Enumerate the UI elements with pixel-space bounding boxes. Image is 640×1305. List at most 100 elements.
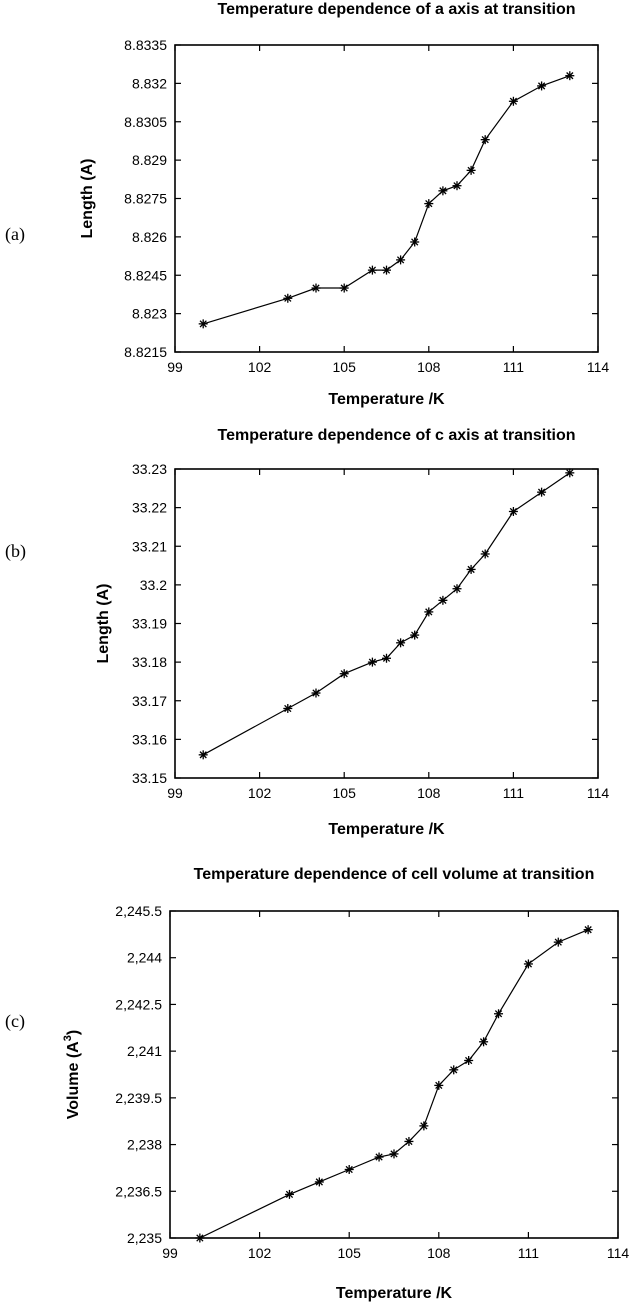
plot-frame <box>174 44 599 353</box>
y-tick-label: 2,241 <box>127 1043 162 1059</box>
y-tick-label: 8.832 <box>132 75 167 91</box>
data-point <box>283 293 293 303</box>
data-point <box>479 1037 489 1047</box>
data-point <box>367 265 377 275</box>
y-tick-label: 8.826 <box>132 229 167 245</box>
x-tick-label: 111 <box>503 359 524 375</box>
x-axis-label: Temperature /K <box>336 1285 453 1302</box>
y-tick-label: 8.8215 <box>124 344 167 360</box>
y-tick-label: 33.16 <box>132 731 167 747</box>
x-tick-label: 99 <box>167 785 183 801</box>
data-point <box>537 81 547 91</box>
data-point <box>410 630 420 640</box>
data-point <box>565 71 575 81</box>
data-point <box>537 487 547 497</box>
data-point <box>389 1149 399 1159</box>
x-tick-label: 108 <box>417 785 441 801</box>
data-point <box>494 1009 504 1019</box>
data-point <box>382 653 391 663</box>
data-point <box>438 186 448 196</box>
chart-title: Temperature dependence of cell volume at… <box>194 866 595 883</box>
data-point <box>449 1065 459 1075</box>
y-tick-label: 8.8335 <box>124 37 167 53</box>
x-tick-label: 102 <box>248 785 272 801</box>
data-point <box>583 925 593 935</box>
chart-title: Temperature dependence of c axis at tran… <box>217 427 575 444</box>
data-point <box>565 468 575 478</box>
plot-frame <box>169 910 619 1239</box>
y-tick-label: 8.823 <box>132 306 167 322</box>
data-point <box>404 1136 414 1146</box>
data-point <box>438 595 448 605</box>
chart-title: Temperature dependence of a axis at tran… <box>217 1 575 18</box>
data-point <box>284 1189 294 1199</box>
chart-panel-2: Temperature dependence of c axis at tran… <box>5 427 609 838</box>
x-axis-label: Temperature /K <box>328 391 445 408</box>
data-point <box>339 283 349 293</box>
y-axis-label-superscript: 3 <box>62 1035 74 1041</box>
y-tick-label: 2,244 <box>127 950 162 966</box>
y-axis-label: Volume (A3) <box>62 1030 82 1119</box>
y-tick-label: 33.18 <box>132 654 167 670</box>
series-line <box>202 472 571 756</box>
data-point <box>466 165 476 175</box>
x-tick-label: 111 <box>503 785 524 801</box>
data-point <box>553 937 563 947</box>
data-point <box>314 1177 324 1187</box>
x-tick-label: 105 <box>333 359 357 375</box>
x-tick-label: 114 <box>587 359 610 375</box>
x-tick-label: 114 <box>587 785 610 801</box>
y-tick-label: 2,239.5 <box>115 1090 162 1106</box>
series-line <box>203 75 571 325</box>
x-axis-label: Temperature /K <box>328 821 445 838</box>
y-axis-label-end: ) <box>65 1030 82 1035</box>
x-tick-label: 114 <box>607 1245 630 1261</box>
x-tick-label: 102 <box>248 1245 272 1261</box>
data-point <box>382 265 391 275</box>
y-axis-label-text: Length (A) <box>95 584 112 664</box>
data-point <box>344 1164 354 1174</box>
x-tick-label: 111 <box>518 1245 539 1261</box>
x-tick-label: 108 <box>427 1245 451 1261</box>
plot-frame <box>174 468 599 779</box>
data-point <box>464 1055 474 1065</box>
data-point <box>396 255 406 265</box>
y-axis-label: Length (A) <box>79 159 96 239</box>
y-tick-label: 2,235 <box>127 1230 162 1246</box>
data-point <box>198 750 208 760</box>
chart-panel-3: Temperature dependence of cell volume at… <box>5 866 629 1302</box>
data-point <box>452 181 462 191</box>
x-tick-label: 99 <box>167 359 183 375</box>
x-tick-label: 108 <box>417 359 441 375</box>
panel-label: (a) <box>5 224 25 245</box>
data-point <box>195 1233 205 1243</box>
data-point <box>452 584 462 594</box>
data-point <box>374 1152 384 1162</box>
data-point <box>396 638 406 648</box>
x-tick-label: 99 <box>162 1245 178 1261</box>
y-tick-label: 2,245.5 <box>115 903 162 919</box>
data-point <box>480 549 490 559</box>
y-tick-label: 33.2 <box>140 577 167 593</box>
data-point <box>311 283 321 293</box>
y-tick-label: 8.8305 <box>124 114 167 130</box>
y-tick-label: 33.15 <box>132 770 167 786</box>
data-point <box>410 237 420 247</box>
x-tick-label: 102 <box>248 359 272 375</box>
data-point <box>480 135 490 145</box>
y-tick-label: 33.17 <box>132 693 167 709</box>
y-tick-label: 33.19 <box>132 616 167 632</box>
data-point <box>283 703 293 713</box>
data-point <box>424 607 434 617</box>
data-point <box>508 506 518 516</box>
y-tick-label: 8.829 <box>132 152 167 168</box>
x-tick-label: 105 <box>333 785 357 801</box>
y-tick-label: 8.8245 <box>124 267 167 283</box>
data-point <box>434 1080 444 1090</box>
data-point <box>198 319 208 329</box>
x-tick-label: 105 <box>338 1245 362 1261</box>
series-line <box>199 929 589 1238</box>
y-tick-label: 33.22 <box>132 500 167 516</box>
y-tick-label: 2,236.5 <box>115 1183 162 1199</box>
